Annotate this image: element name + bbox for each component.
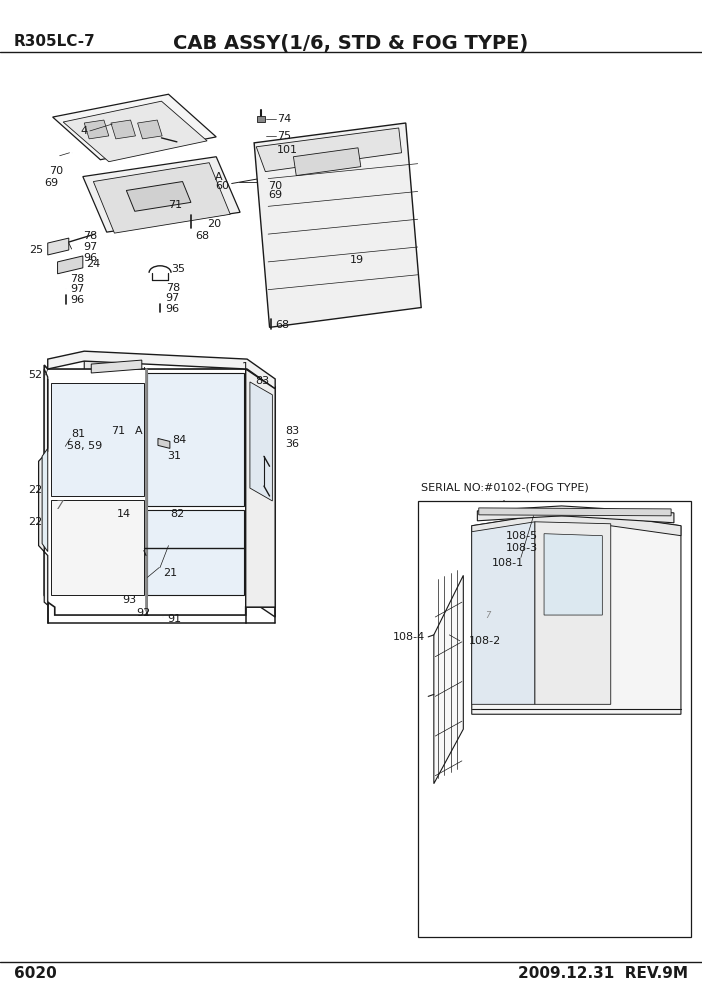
Text: 52: 52 xyxy=(28,370,42,380)
Text: A: A xyxy=(215,172,223,182)
Polygon shape xyxy=(53,94,216,160)
Polygon shape xyxy=(51,500,144,595)
Polygon shape xyxy=(51,383,144,496)
Polygon shape xyxy=(126,182,191,211)
Polygon shape xyxy=(63,101,207,162)
Text: 31: 31 xyxy=(167,451,181,461)
Text: 84: 84 xyxy=(173,435,187,445)
Polygon shape xyxy=(254,123,421,327)
Text: 60: 60 xyxy=(215,182,229,191)
Text: 96: 96 xyxy=(83,253,97,263)
Text: 6020: 6020 xyxy=(14,965,57,981)
Polygon shape xyxy=(58,256,83,274)
Text: 91: 91 xyxy=(167,614,181,624)
Text: 71: 71 xyxy=(111,426,125,435)
Text: 75: 75 xyxy=(277,131,291,141)
Polygon shape xyxy=(39,369,48,605)
Polygon shape xyxy=(147,510,244,595)
Text: 20: 20 xyxy=(207,219,221,229)
Polygon shape xyxy=(434,575,463,784)
Text: 22: 22 xyxy=(28,485,42,495)
Text: 70: 70 xyxy=(49,166,63,176)
Text: 108-1: 108-1 xyxy=(491,558,524,568)
Polygon shape xyxy=(244,369,275,617)
Text: 2009.12.31  REV.9M: 2009.12.31 REV.9M xyxy=(518,965,688,981)
Text: 7: 7 xyxy=(55,499,64,513)
Polygon shape xyxy=(293,148,361,176)
Polygon shape xyxy=(250,382,272,501)
Polygon shape xyxy=(479,508,671,516)
Text: 69: 69 xyxy=(44,178,58,187)
Text: 71: 71 xyxy=(168,200,183,210)
Text: 25: 25 xyxy=(29,245,44,255)
Text: 35: 35 xyxy=(171,264,185,274)
Text: 81: 81 xyxy=(72,430,86,439)
Polygon shape xyxy=(91,360,142,373)
Text: 69: 69 xyxy=(268,190,282,200)
Text: 78: 78 xyxy=(70,274,84,284)
Text: 74: 74 xyxy=(277,114,291,124)
Text: CAB ASSY(1/6, STD & FOG TYPE): CAB ASSY(1/6, STD & FOG TYPE) xyxy=(173,34,529,53)
Polygon shape xyxy=(111,120,135,139)
Text: 108-5: 108-5 xyxy=(505,531,538,541)
Polygon shape xyxy=(48,238,69,255)
Text: 82: 82 xyxy=(170,509,184,519)
Text: 108-4: 108-4 xyxy=(393,632,425,642)
Text: A: A xyxy=(135,426,143,435)
Text: 36: 36 xyxy=(285,439,299,449)
Text: 83: 83 xyxy=(255,376,269,386)
Text: 101: 101 xyxy=(277,145,298,155)
Polygon shape xyxy=(472,516,681,714)
Polygon shape xyxy=(256,128,402,172)
Text: 108-3: 108-3 xyxy=(505,543,538,553)
Text: 78: 78 xyxy=(83,231,97,241)
Polygon shape xyxy=(84,357,121,371)
Polygon shape xyxy=(93,163,230,233)
Text: 97: 97 xyxy=(166,293,180,303)
Text: 78: 78 xyxy=(166,283,180,293)
Polygon shape xyxy=(246,369,275,607)
Text: 1: 1 xyxy=(241,362,249,372)
Text: 7: 7 xyxy=(485,610,491,620)
Polygon shape xyxy=(147,373,244,506)
Text: 97: 97 xyxy=(70,284,84,294)
Polygon shape xyxy=(544,534,602,615)
Text: 93: 93 xyxy=(122,595,136,605)
Text: 14: 14 xyxy=(117,509,131,519)
Text: 108-2: 108-2 xyxy=(469,636,501,646)
Polygon shape xyxy=(257,116,265,122)
Polygon shape xyxy=(42,379,48,552)
Polygon shape xyxy=(138,120,162,139)
Polygon shape xyxy=(48,351,275,389)
Polygon shape xyxy=(84,120,109,139)
Text: 21: 21 xyxy=(163,568,177,578)
Text: 19: 19 xyxy=(350,255,364,265)
Polygon shape xyxy=(472,516,681,536)
Text: 24: 24 xyxy=(86,259,100,269)
Polygon shape xyxy=(477,506,674,523)
Polygon shape xyxy=(535,522,611,704)
Text: 68: 68 xyxy=(275,320,289,330)
Text: 96: 96 xyxy=(70,295,84,305)
Text: 83: 83 xyxy=(285,426,299,435)
Text: SERIAL NO:#0102-(FOG TYPE): SERIAL NO:#0102-(FOG TYPE) xyxy=(421,482,589,492)
Text: 96: 96 xyxy=(166,304,180,313)
Polygon shape xyxy=(472,522,535,704)
Text: 68: 68 xyxy=(195,231,209,241)
Text: 92: 92 xyxy=(137,608,151,618)
Text: 58, 59: 58, 59 xyxy=(67,441,102,451)
Polygon shape xyxy=(418,501,691,937)
Text: 97: 97 xyxy=(83,242,97,252)
Polygon shape xyxy=(158,438,170,448)
Polygon shape xyxy=(44,365,275,615)
Text: 70: 70 xyxy=(268,181,282,190)
Text: 4: 4 xyxy=(81,126,88,136)
Text: R305LC-7: R305LC-7 xyxy=(14,34,95,49)
Text: 22: 22 xyxy=(28,517,42,527)
Polygon shape xyxy=(83,157,240,232)
